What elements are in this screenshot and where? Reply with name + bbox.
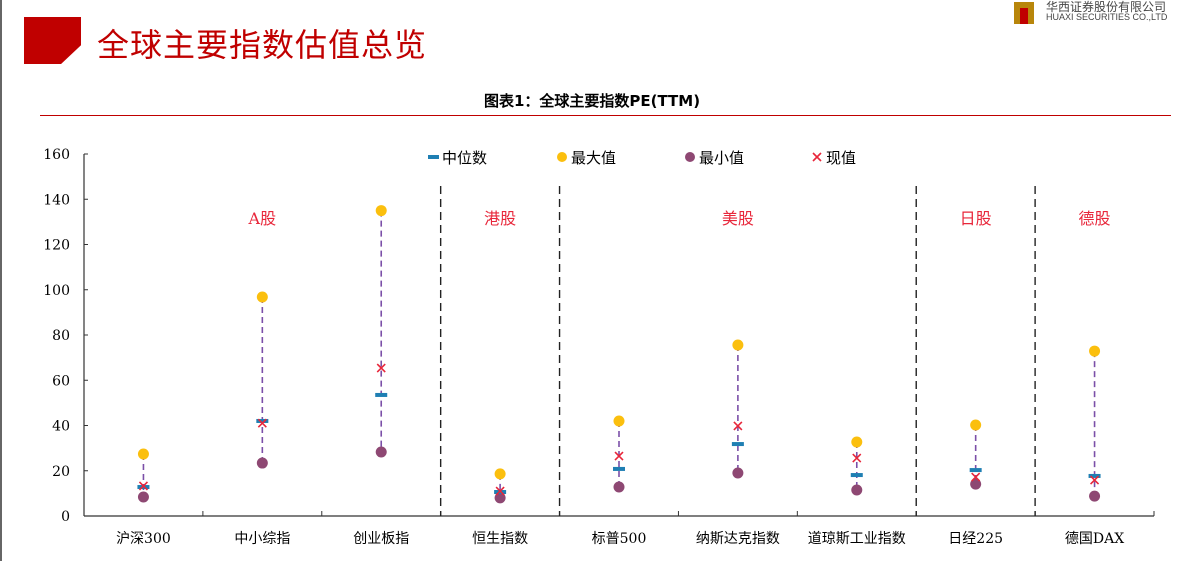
- y-tick-label: 0: [61, 509, 70, 525]
- current-point: [495, 486, 505, 496]
- y-tick-label: 20: [52, 464, 70, 480]
- current-point: [257, 418, 267, 428]
- x-tick-label: 恒生指数: [472, 531, 528, 547]
- min-point: [1089, 490, 1101, 502]
- max-point: [732, 339, 744, 351]
- logo-cn-text: 华西证券股份有限公司: [1046, 0, 1167, 14]
- group-label: A股: [248, 209, 277, 228]
- median-mark: [613, 466, 625, 471]
- median-mark: [1088, 473, 1101, 478]
- legend-max-icon: [557, 152, 567, 162]
- x-tick-label: 创业板指: [353, 531, 409, 547]
- x-tick-label: 道琼斯工业指数: [808, 531, 906, 547]
- current-point: [614, 451, 624, 461]
- x-tick-label: 纳斯达克指数: [696, 531, 780, 547]
- y-tick-label: 160: [43, 147, 70, 163]
- min-point: [494, 492, 506, 504]
- legend-label: 现值: [826, 149, 856, 167]
- x-tick-label: 标普500: [592, 531, 647, 547]
- left-rule: [0, 0, 2, 561]
- chart-title: 图表1：全球主要指数PE(TTM): [483, 92, 701, 110]
- company-logo: 华西证券股份有限公司 HUAXI SECURITIES CO.,LTD: [1012, 0, 1184, 26]
- legend-label: 最小值: [699, 149, 744, 167]
- legend-min-icon: [685, 152, 695, 162]
- max-point: [494, 468, 506, 480]
- max-point: [375, 205, 387, 217]
- x-tick-label: 中小综指: [234, 531, 290, 547]
- y-tick-label: 80: [52, 328, 70, 344]
- legend-label: 最大值: [571, 149, 616, 167]
- group-label: 港股: [484, 209, 516, 228]
- page-title: 全球主要指数估值总览: [97, 26, 428, 64]
- group-label: 日股: [960, 209, 992, 228]
- min-point: [970, 478, 982, 490]
- current-point: [138, 481, 149, 491]
- max-point: [137, 448, 149, 460]
- current-point: [376, 363, 386, 373]
- logo-icon-inner: [1020, 8, 1028, 24]
- max-point: [256, 291, 268, 303]
- min-point: [613, 481, 625, 493]
- min-point: [256, 457, 268, 469]
- x-tick-label: 德国DAX: [1065, 531, 1124, 547]
- min-point: [375, 446, 387, 458]
- y-tick-label: 60: [52, 373, 70, 389]
- current-point: [852, 453, 862, 463]
- y-tick-label: 140: [43, 192, 70, 208]
- max-point: [851, 436, 863, 448]
- max-point: [1089, 345, 1101, 357]
- title-underline: [40, 115, 1171, 116]
- median-mark: [375, 392, 388, 397]
- y-tick-label: 120: [43, 238, 70, 254]
- logo-en-text: HUAXI SECURITIES CO.,LTD: [1046, 12, 1168, 22]
- median-mark: [850, 473, 863, 478]
- y-tick-label: 100: [43, 283, 70, 299]
- median-mark: [256, 418, 269, 423]
- median-mark: [731, 442, 744, 447]
- legend-current-icon: [812, 152, 822, 162]
- legend-label: 中位数: [442, 149, 487, 167]
- current-point: [1089, 475, 1100, 485]
- max-point: [613, 415, 625, 427]
- x-tick-label: 日经225: [948, 531, 1003, 547]
- legend-median-icon: [428, 155, 439, 159]
- median-mark: [969, 468, 982, 473]
- current-point: [733, 421, 743, 431]
- current-point: [971, 472, 981, 482]
- x-tick-label: 沪深300: [116, 531, 171, 547]
- group-label: 德股: [1079, 209, 1111, 228]
- group-label: 美股: [722, 209, 754, 228]
- min-point: [137, 491, 149, 503]
- min-point: [732, 467, 744, 479]
- y-tick-label: 40: [52, 419, 70, 435]
- max-point: [970, 419, 982, 431]
- min-point: [851, 484, 863, 496]
